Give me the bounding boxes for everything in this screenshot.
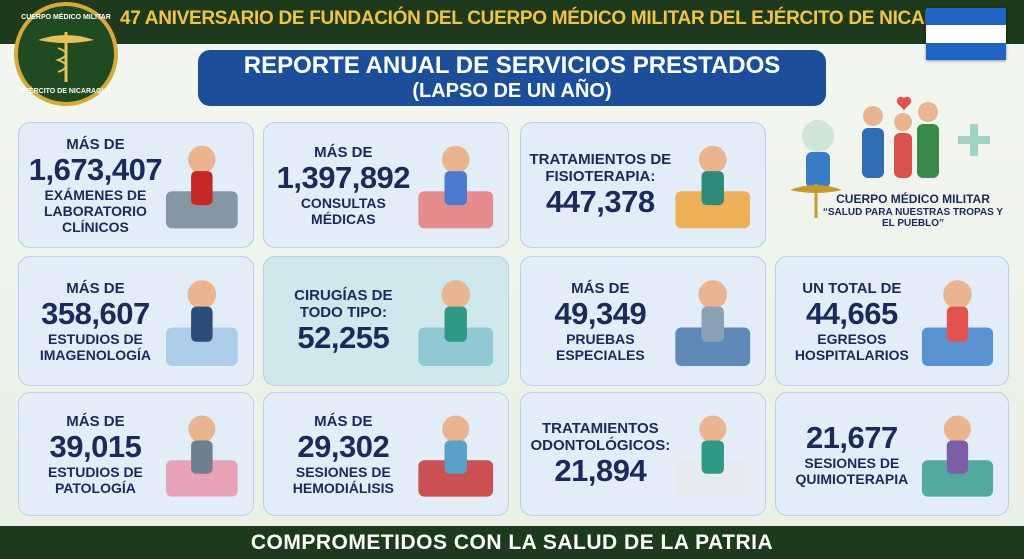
stat-text: MÁS DE 1,673,407 EXÁMENES DE LABORATORIO C… <box>27 123 164 247</box>
stat-card: UN TOTAL DE 44,665 EGRESOS HOSPITALARIOS <box>775 256 1009 386</box>
caduceus <box>790 184 842 218</box>
stat-number: 447,378 <box>546 184 655 219</box>
stat-label: ESTUDIOS DE IMAGENOLOGÍA <box>39 330 152 363</box>
stat-text: MÁS DE 358,607 ESTUDIOS DE IMAGENOLOGÍA <box>27 257 164 385</box>
stat-label: PRUEBAS ESPECIALES <box>555 330 645 363</box>
stat-card: MÁS DE 39,015 ESTUDIOS DE PATOLOGÍA <box>18 392 254 516</box>
illustration <box>921 280 994 366</box>
stat-number: 1,673,407 <box>28 151 163 187</box>
stat-prefix: MÁS DE <box>314 412 373 430</box>
stat-text: 21,677 SESIONES DE QUIMIOTERAPIA <box>784 393 920 515</box>
stat-prefix: MÁS DE <box>314 143 373 161</box>
stat-text: MÁS DE 39,015 ESTUDIOS DE PATOLOGÍA <box>27 393 164 515</box>
stat-card: MÁS DE 1,397,892 CONSULTAS MÉDICAS <box>263 122 509 248</box>
stat-prefix: TRATAMIENTOS DE FISIOTERAPIA: <box>529 151 672 185</box>
illustration <box>166 415 239 497</box>
stat-card: MÁS DE 29,302 SESIONES DE HEMODIÁLISIS <box>263 392 509 516</box>
stat-prefix: MÁS DE <box>66 135 125 153</box>
footer-band: COMPROMETIDOS CON LA SALUD DE LA PATRIA <box>0 526 1024 559</box>
stat-text: TRATAMIENTOS DE FISIOTERAPIA: 447,378 <box>529 123 672 247</box>
stat-prefix: MÁS DE <box>571 279 630 297</box>
flag <box>926 8 1006 60</box>
illustration <box>417 280 493 366</box>
stat-label: SESIONES DE HEMODIÁLISIS <box>292 463 394 496</box>
stat-card: TRATAMIENTOS DE FISIOTERAPIA: 447,378 <box>520 122 766 248</box>
footer-text: COMPROMETIDOS CON LA SALUD DE LA PATRIA <box>250 531 774 554</box>
stat-card: MÁS DE 1,673,407 EXÁMENES DE LABORATORIO C… <box>18 122 254 248</box>
stat-text: UN TOTAL DE 44,665 EGRESOS HOSPITALARIOS <box>784 257 920 385</box>
illustration <box>417 415 493 497</box>
illustration <box>417 145 493 229</box>
logo: CUERPO MÉDICO MILITAR EJÉRCITO DE NICARA… <box>14 2 118 106</box>
stat-text: CIRUGÍAS DE TODO TIPO: 52,255 <box>272 257 415 385</box>
stat-card: TRATAMIENTOS ODONTOLÓGICOS: 21,894 <box>520 392 766 516</box>
stat-number: 21,677 <box>805 420 898 455</box>
stat-text: MÁS DE 49,349 PRUEBAS ESPECIALES <box>529 257 672 385</box>
emblem: CUERPO MÉDICO MILITAR “SALUD PARA NUESTR… <box>778 76 1010 246</box>
stat-card: 21,677 SESIONES DE QUIMIOTERAPIA <box>775 392 1009 516</box>
stat-prefix: CIRUGÍAS DE TODO TIPO: <box>294 287 393 321</box>
stat-text: MÁS DE 29,302 SESIONES DE HEMODIÁLISIS <box>272 393 415 515</box>
stat-prefix: MÁS DE <box>66 279 125 297</box>
stat-label: EGRESOS HOSPITALARIOS <box>794 330 909 363</box>
stat-prefix: TRATAMIENTOS ODONTOLÓGICOS: <box>530 420 671 454</box>
illustration <box>166 145 239 229</box>
stat-number: 21,894 <box>554 453 647 488</box>
stat-label: CONSULTAS MÉDICAS <box>300 194 386 227</box>
stat-number: 39,015 <box>49 428 142 464</box>
illustration <box>674 145 750 229</box>
illustration <box>921 415 994 497</box>
emblem-slogan: “SALUD PARA NUESTRAS TROPAS Y EL PUEBLO” <box>822 207 1004 229</box>
header-title: 47 ANIVERSARIO DE FUNDACIÓN DEL CUERPO M… <box>120 8 993 29</box>
stat-number: 52,255 <box>297 320 390 355</box>
illustration <box>166 280 239 366</box>
banner-title: REPORTE ANUAL DE SERVICIOS PRESTADOS <box>243 52 781 79</box>
stat-text: MÁS DE 1,397,892 CONSULTAS MÉDICAS <box>272 123 415 247</box>
stat-card: CIRUGÍAS DE TODO TIPO: 52,255 <box>263 256 509 386</box>
stat-prefix: UN TOTAL DE <box>802 279 902 297</box>
logo-text: EJÉRCITO DE NICARAGUA <box>20 88 112 95</box>
stat-prefix: MÁS DE <box>66 412 125 430</box>
stat-number: 1,397,892 <box>276 159 411 195</box>
banner-subtitle: (LAPSO DE UN AÑO) <box>412 80 612 102</box>
illustration <box>674 415 750 497</box>
stat-number: 49,349 <box>554 295 647 331</box>
stat-number: 44,665 <box>805 295 898 331</box>
caduceus <box>38 32 94 82</box>
stat-number: 358,607 <box>41 295 150 331</box>
family-illustration <box>802 96 990 188</box>
emblem-name: CUERPO MÉDICO MILITAR <box>836 192 990 206</box>
header-band: 47 ANIVERSARIO DE FUNDACIÓN DEL CUERPO M… <box>0 0 1024 44</box>
banner: REPORTE ANUAL DE SERVICIOS PRESTADOS (LA… <box>198 50 826 106</box>
stat-label: EXÁMENES DE LABORATORIO CLÍNICOS <box>43 186 147 235</box>
illustration <box>674 280 750 366</box>
stat-number: 29,302 <box>297 428 390 464</box>
stat-label: SESIONES DE QUIMIOTERAPIA <box>795 455 909 487</box>
logo-text: CUERPO MÉDICO MILITAR <box>21 14 111 21</box>
stat-card: MÁS DE 358,607 ESTUDIOS DE IMAGENOLOGÍA <box>18 256 254 386</box>
stat-label: ESTUDIOS DE PATOLOGÍA <box>47 463 143 496</box>
stat-text: TRATAMIENTOS ODONTOLÓGICOS: 21,894 <box>529 393 672 515</box>
stat-card: MÁS DE 49,349 PRUEBAS ESPECIALES <box>520 256 766 386</box>
